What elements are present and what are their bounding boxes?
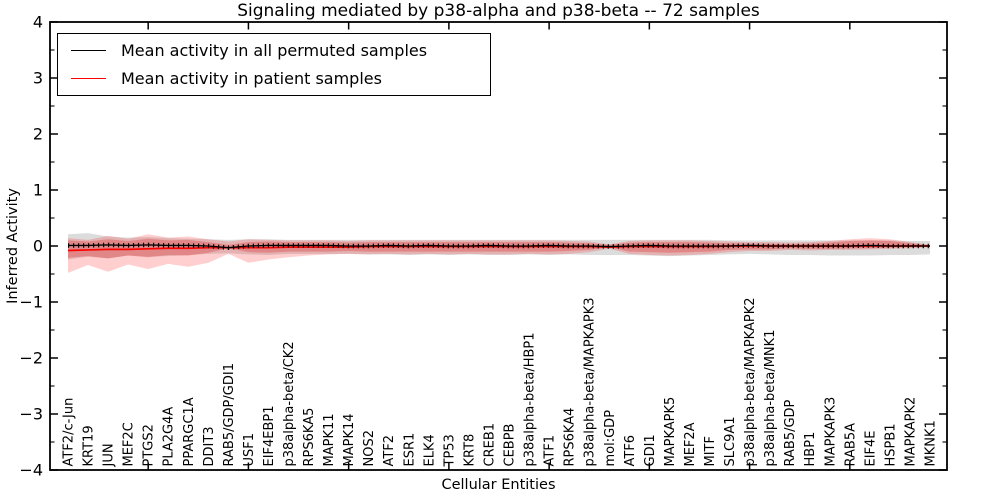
y-tick-label: −3 xyxy=(19,405,43,424)
y-axis-label: Inferred Activity xyxy=(5,188,21,304)
x-category-label: MITF xyxy=(703,436,718,466)
x-category-label: GDI1 xyxy=(643,434,658,466)
x-category-label: MKNK1 xyxy=(924,420,939,466)
legend-entry-permuted: Mean activity in all permuted samples xyxy=(58,38,490,64)
x-category-label: PPARGC1A xyxy=(182,397,197,466)
x-category-label: ATF1 xyxy=(543,435,558,467)
legend-label-permuted: Mean activity in all permuted samples xyxy=(121,41,428,61)
x-category-label: ESR1 xyxy=(402,433,417,467)
x-category-label: p38alpha-beta/CK2 xyxy=(282,341,297,466)
x-category-label: p38alpha-beta/HBP1 xyxy=(523,332,538,466)
x-category-label: MAPKAPK3 xyxy=(823,397,838,467)
legend-line-sample-patient-icon xyxy=(71,77,106,79)
y-tick-label: −4 xyxy=(19,461,43,480)
x-category-label: USF1 xyxy=(242,433,257,467)
x-category-label: ATF6 xyxy=(623,435,638,467)
x-category-label: MAPK11 xyxy=(322,413,337,466)
x-category-label: MEF2C xyxy=(122,422,137,466)
page-title: Signaling mediated by p38-alpha and p38-… xyxy=(237,1,760,21)
y-tick-label: 4 xyxy=(33,13,43,32)
y-tick-label: 3 xyxy=(33,69,43,88)
x-category-label: JUN xyxy=(102,443,117,467)
y-tick-label: 0 xyxy=(33,237,43,256)
y-tick-label: −2 xyxy=(19,349,43,368)
y-tick-label: −1 xyxy=(19,293,43,312)
x-category-label: p38alpha-beta/MAPKAPK3 xyxy=(583,298,598,467)
x-category-label: ATF2 xyxy=(382,435,397,467)
legend-box: Mean activity in all permuted samples Me… xyxy=(57,33,491,96)
x-category-label: KRT19 xyxy=(82,425,97,466)
legend-line-sample-permuted-icon xyxy=(71,50,106,52)
x-category-label: PLA2G4A xyxy=(162,407,177,467)
x-category-label: p38alpha-beta/MNK1 xyxy=(763,330,778,467)
x-category-label: CREB1 xyxy=(482,423,497,467)
x-category-label: SLC9A1 xyxy=(723,416,738,466)
x-category-label: MEF2A xyxy=(683,422,698,466)
x-category-label: ATF2/c-Jun xyxy=(62,398,77,467)
x-category-label: RAB5A xyxy=(843,423,858,467)
x-category-label: MAPK14 xyxy=(342,413,357,466)
x-category-label: EIF4E xyxy=(863,430,878,466)
x-category-label: RPS6KA4 xyxy=(563,408,578,467)
x-category-label: CEBPB xyxy=(503,424,518,467)
x-category-label: DDIT3 xyxy=(202,426,217,466)
x-category-label: TP53 xyxy=(442,434,457,467)
x-axis-label: Cellular Entities xyxy=(441,477,556,493)
x-category-label: KRT8 xyxy=(462,434,477,467)
x-category-label: MAPKAPK5 xyxy=(663,397,678,467)
x-category-label: NOS2 xyxy=(362,430,377,466)
y-tick-label: 1 xyxy=(33,181,43,200)
x-category-label: p38alpha-beta/MAPKAPK2 xyxy=(743,298,758,467)
x-category-label: EIF4EBP1 xyxy=(262,405,277,466)
x-category-label: HBP1 xyxy=(803,432,818,467)
x-category-label: ELK4 xyxy=(422,434,437,466)
y-tick-label: 2 xyxy=(33,125,43,144)
x-category-label: mol:GDP xyxy=(603,410,618,467)
legend-label-patient: Mean activity in patient samples xyxy=(121,68,382,88)
x-category-label: RAB5/GDP/GDI1 xyxy=(222,363,237,466)
x-category-label: RPS6KA5 xyxy=(302,408,317,467)
legend-entry-patient: Mean activity in patient samples xyxy=(58,65,490,91)
x-category-label: PTGS2 xyxy=(142,424,157,466)
permuted-mean-line xyxy=(68,244,930,249)
x-category-label: HSPB1 xyxy=(883,423,898,466)
x-category-label: RAB5/GDP xyxy=(783,399,798,466)
x-category-label: MAPKAPK2 xyxy=(903,397,918,467)
